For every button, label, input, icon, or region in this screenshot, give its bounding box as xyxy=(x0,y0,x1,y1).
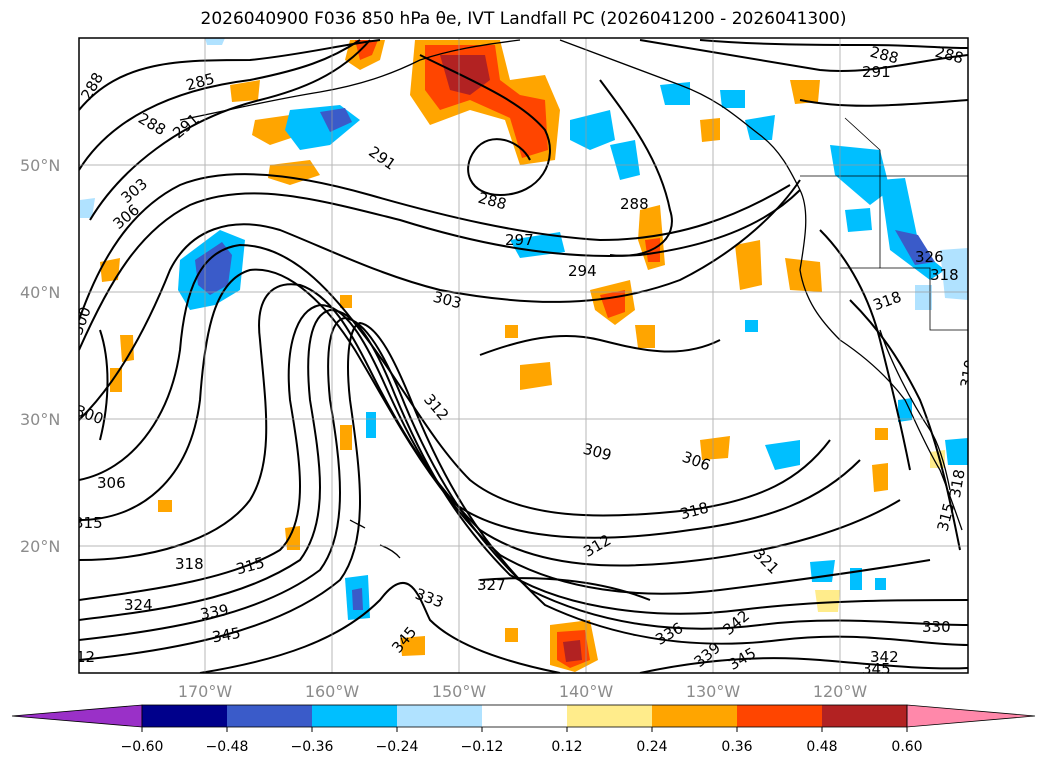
contour-label: 318 xyxy=(930,266,959,284)
contour-label: 318 xyxy=(946,468,969,499)
colorbar: −0.60 −0.48 −0.36 −0.24 −0.12 0.12 0.24 0.36 0.4… xyxy=(11,704,1036,755)
contour-label: 306 xyxy=(97,474,126,492)
lon-label: 150°W xyxy=(432,682,487,701)
lat-label: 40°N xyxy=(20,283,60,302)
contour-label: 315 xyxy=(74,514,103,532)
contour-label: 294 xyxy=(568,262,597,280)
borders xyxy=(800,117,968,331)
contour-label: 310 xyxy=(957,358,980,389)
colorbar-tick-label: −0.36 xyxy=(291,739,334,755)
colorbar-segment xyxy=(397,705,482,727)
contour-label: 345 xyxy=(211,624,242,647)
contour-label: 339 xyxy=(199,601,230,624)
contour-label: 324 xyxy=(124,596,153,614)
colorbar-tick-label: 0.48 xyxy=(806,739,837,755)
lon-label: 170°W xyxy=(178,682,233,701)
lon-label: 160°W xyxy=(305,682,360,701)
colorbar-segment xyxy=(822,705,907,727)
contour-label: 12 xyxy=(76,648,95,666)
contour-label: 327 xyxy=(477,576,506,594)
colorbar-segment xyxy=(227,705,312,727)
contour-label: 342 xyxy=(870,648,899,666)
lon-label: 140°W xyxy=(559,682,614,701)
map-frame xyxy=(78,37,969,674)
colorbar-segment xyxy=(652,705,737,727)
coastlines xyxy=(179,39,963,559)
colorbar-tick-label: −0.60 xyxy=(121,739,164,755)
colorbar-tick-label: −0.24 xyxy=(376,739,419,755)
colorbar-segment xyxy=(737,705,822,727)
colorbar-tick-label: 0.60 xyxy=(891,739,922,755)
map-title: 2026040900 F036 850 hPa θe, IVT Landfall… xyxy=(200,9,847,29)
latitude-labels: 50°N 40°N 30°N 20°N xyxy=(20,156,60,556)
lon-label: 120°W xyxy=(813,682,868,701)
contour-label: 330 xyxy=(922,618,951,636)
contour-label: 318 xyxy=(175,555,204,573)
colorbar-tick-label: −0.12 xyxy=(461,739,504,755)
lat-label: 20°N xyxy=(20,537,60,556)
longitude-labels: 170°W 160°W 150°W 140°W 130°W 120°W xyxy=(178,682,868,701)
contour-label: 288 xyxy=(620,195,649,213)
colorbar-tick-label: 0.12 xyxy=(551,739,582,755)
lon-label: 130°W xyxy=(686,682,741,701)
lat-label: 50°N xyxy=(20,156,60,175)
colorbar-segment xyxy=(567,705,652,727)
lat-label: 30°N xyxy=(20,410,60,429)
shaded-anomalies xyxy=(80,38,968,672)
colorbar-segment xyxy=(142,705,227,727)
colorbar-tick-label: 0.36 xyxy=(721,739,752,755)
contour-label: 297 xyxy=(505,231,534,249)
colorbar-extend-high xyxy=(906,704,1036,728)
theta-e-contours xyxy=(79,39,968,673)
colorbar-segment xyxy=(312,705,397,727)
gridlines xyxy=(79,38,968,673)
colorbar-tick-label: −0.48 xyxy=(206,739,249,755)
contour-label: 326 xyxy=(915,248,944,266)
contour-label: 291 xyxy=(862,63,891,81)
colorbar-extend-low xyxy=(11,704,143,728)
contour-label: 345 xyxy=(862,660,891,678)
colorbar-tick-label: 0.24 xyxy=(636,739,667,755)
colorbar-segment xyxy=(482,705,567,727)
contour-labels: 288 285 288 291 303 306 300 300 306 315 … xyxy=(74,43,980,678)
